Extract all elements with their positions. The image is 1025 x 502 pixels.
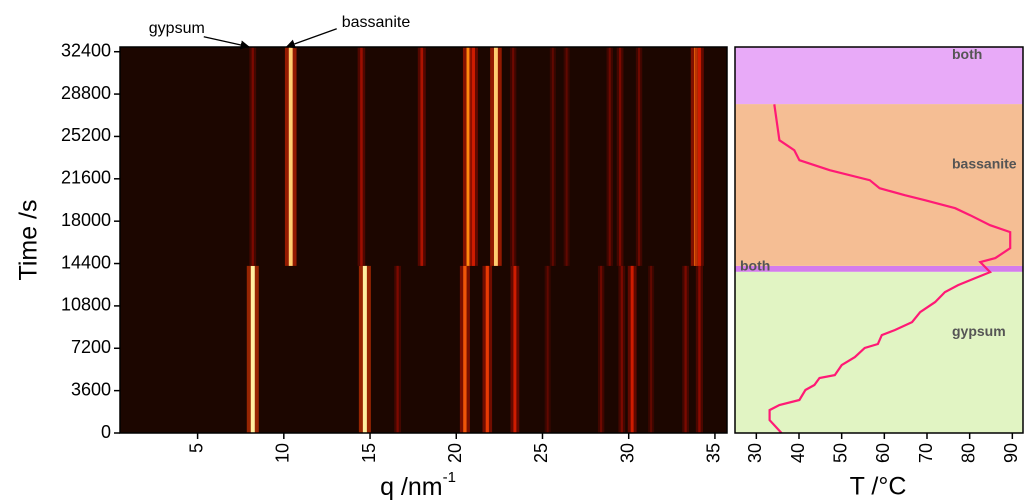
peak: [360, 47, 363, 266]
x-tick-label: 90: [1001, 443, 1021, 463]
annotation-arrow: [203, 36, 250, 50]
peak: [546, 265, 549, 433]
x-tick-label: 30: [617, 443, 637, 463]
peak: [630, 265, 634, 433]
y-tick-label: 32400: [61, 40, 111, 60]
peak: [485, 265, 489, 433]
region-label: both: [740, 258, 770, 274]
x-tick-label: 15: [359, 443, 379, 463]
region-label: bassanite: [952, 156, 1017, 172]
x-tick-label: 5: [186, 443, 206, 453]
peak: [600, 265, 603, 433]
peak: [493, 47, 498, 266]
peak: [251, 47, 254, 266]
peak: [513, 265, 517, 433]
x-tick-label: 50: [830, 443, 850, 463]
y-tick-label: 3600: [71, 379, 111, 399]
annotation-arrow: [285, 28, 337, 49]
x-tick-label: 10: [273, 443, 293, 463]
peak: [463, 265, 467, 433]
peak: [396, 265, 399, 433]
y-tick-label: 0: [101, 422, 111, 442]
y-tick-label: 10800: [61, 295, 111, 315]
peak: [466, 47, 471, 266]
x-tick-label: 60: [873, 443, 893, 463]
peak: [551, 47, 554, 266]
region: [735, 271, 1023, 433]
y-tick-label: 7200: [71, 337, 111, 357]
peak: [608, 47, 611, 266]
x-tick-label: 25: [531, 443, 551, 463]
region-label: gypsum: [952, 323, 1006, 339]
region-label: both: [952, 46, 982, 62]
peak: [362, 265, 367, 433]
region: [735, 104, 1023, 266]
peak: [250, 265, 255, 433]
x-tick-label: 20: [445, 443, 465, 463]
peak: [637, 47, 641, 266]
annotation: gypsum: [149, 20, 205, 37]
peak: [472, 47, 475, 266]
peak: [620, 265, 623, 433]
peak: [684, 265, 687, 433]
peak: [288, 47, 293, 266]
peak: [618, 47, 622, 266]
peak: [565, 47, 568, 266]
y-tick-label: 18000: [61, 210, 111, 230]
peak: [698, 265, 701, 433]
plot-frame: [119, 46, 728, 434]
peak: [512, 47, 515, 266]
x-axis-title-main: q /nm: [380, 473, 443, 501]
region: [735, 265, 1023, 272]
x-tick-label: 35: [704, 443, 724, 463]
y-tick-label: 25200: [61, 125, 111, 145]
x-axis-title-sup: -1: [443, 469, 456, 486]
y-axis-title: Time /s: [15, 199, 43, 280]
y-tick-label: 28800: [61, 83, 111, 103]
x-axis-title: T /°C: [850, 473, 907, 501]
annotation: bassanite: [342, 14, 411, 31]
plot-frame: [734, 46, 1024, 434]
region: [735, 47, 1023, 105]
temperature-line: [768, 104, 1012, 434]
x-tick-label: 30: [745, 443, 765, 463]
y-tick-label: 21600: [61, 168, 111, 188]
x-tick-label: 40: [788, 443, 808, 463]
peak: [420, 47, 424, 266]
peak: [650, 265, 653, 433]
x-axis-title: q /nm-1: [380, 469, 456, 501]
x-tick-label: 80: [958, 443, 978, 463]
peak: [697, 47, 701, 266]
y-tick-label: 14400: [61, 252, 111, 272]
x-tick-label: 70: [916, 443, 936, 463]
